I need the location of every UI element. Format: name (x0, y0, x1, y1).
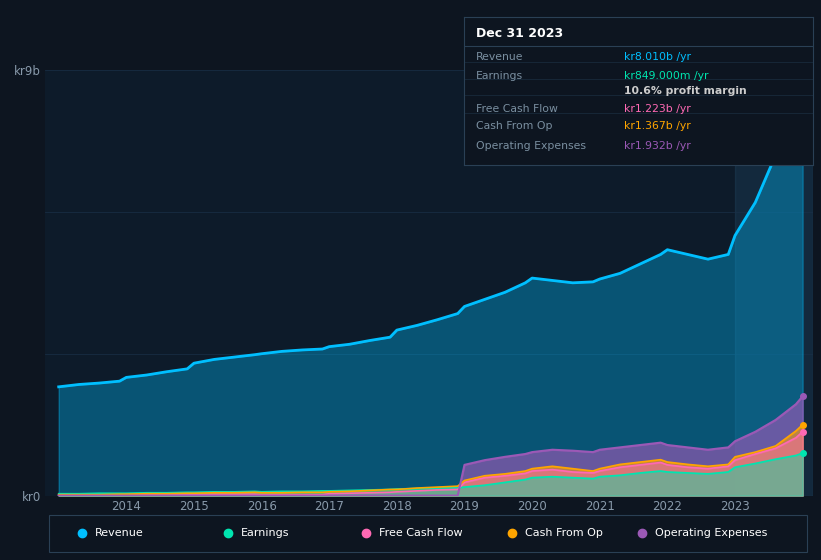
Text: Free Cash Flow: Free Cash Flow (379, 529, 463, 538)
Text: kr8.010b /yr: kr8.010b /yr (624, 53, 691, 62)
Text: Dec 31 2023: Dec 31 2023 (476, 27, 563, 40)
Bar (735, 70, 813, 496)
Text: 10.6% profit margin: 10.6% profit margin (624, 86, 747, 96)
Text: kr1.223b /yr: kr1.223b /yr (624, 104, 691, 114)
Text: Revenue: Revenue (95, 529, 144, 538)
Text: Cash From Op: Cash From Op (525, 529, 603, 538)
Text: Revenue: Revenue (476, 53, 524, 62)
Text: Operating Expenses: Operating Expenses (476, 141, 586, 151)
Text: Operating Expenses: Operating Expenses (655, 529, 768, 538)
Text: Earnings: Earnings (241, 529, 289, 538)
Text: Earnings: Earnings (476, 71, 523, 81)
Text: kr1.367b /yr: kr1.367b /yr (624, 122, 691, 132)
Text: Free Cash Flow: Free Cash Flow (476, 104, 558, 114)
Text: kr1.932b /yr: kr1.932b /yr (624, 141, 691, 151)
Text: Cash From Op: Cash From Op (476, 122, 553, 132)
Text: kr849.000m /yr: kr849.000m /yr (624, 71, 709, 81)
